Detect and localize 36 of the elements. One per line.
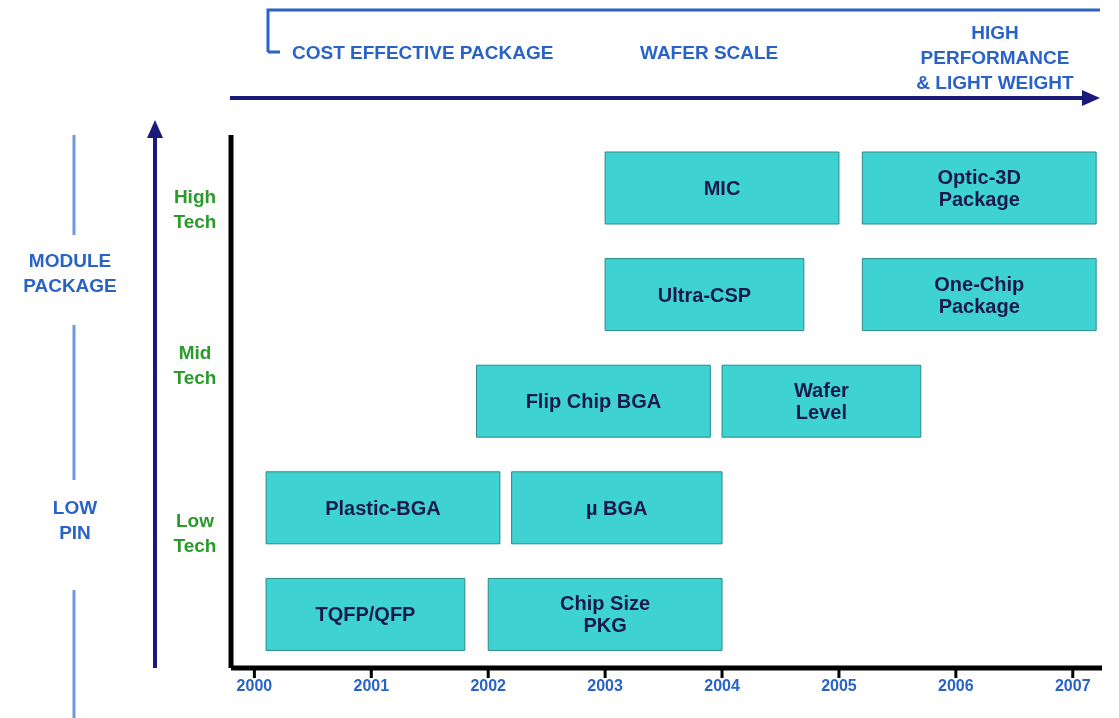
- data-label: Flip Chip BGA: [525, 390, 662, 413]
- x-tick-label: 2006: [938, 677, 974, 695]
- data-label: Wafer Level: [794, 379, 850, 424]
- x-tick-label: 2003: [587, 677, 624, 695]
- text: WAFER SCALE: [640, 41, 780, 65]
- data-label: µ BGA: [586, 496, 648, 519]
- data-label: Optic-3D Package: [937, 166, 1021, 210]
- text: Mid Tech: [172, 341, 218, 390]
- text: Low Tech: [172, 509, 218, 558]
- data-label: One-Chip Package: [934, 272, 1025, 317]
- bar: [265, 471, 501, 545]
- x-tick-label: 2004: [704, 677, 740, 695]
- text: MODULE PACKAGE: [22, 249, 118, 298]
- x-tick-label: 2000: [236, 677, 273, 695]
- bar: [487, 577, 723, 651]
- data-label: Ultra-CSP: [657, 283, 752, 306]
- text: High Tech: [172, 185, 218, 234]
- data-label: Chip Size PKG: [560, 592, 651, 637]
- bar: [604, 151, 840, 225]
- data-label: TQFP/QFP: [315, 603, 416, 626]
- bar: [604, 258, 805, 332]
- bar: [861, 151, 1097, 225]
- text: COST EFFECTIVE PACKAGE: [292, 41, 555, 65]
- bar: [861, 258, 1097, 332]
- bar: [721, 364, 922, 438]
- x-tick-label: 2001: [353, 677, 390, 695]
- bar: [476, 364, 711, 438]
- x-tick-label: 2005: [821, 677, 857, 695]
- text: LOW PIN: [51, 496, 99, 545]
- x-tick-label: 2007: [1054, 677, 1091, 695]
- x-tick-label: 2002: [470, 677, 507, 695]
- data-label: MIC: [703, 177, 741, 199]
- bar: [511, 471, 723, 545]
- bar: [265, 577, 466, 651]
- text: HIGH PERFORMANCE & LIGHT WEIGHT: [915, 21, 1075, 95]
- data-label: Plastic-BGA: [325, 496, 441, 519]
